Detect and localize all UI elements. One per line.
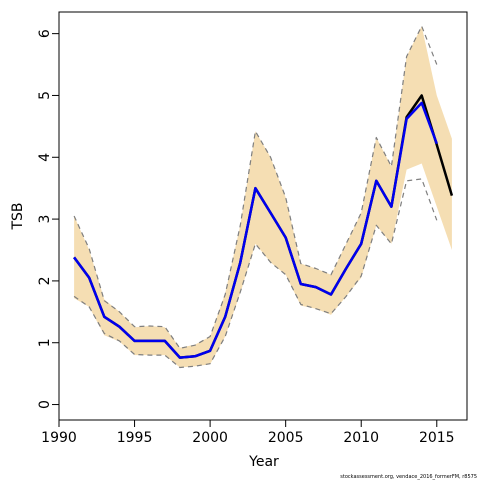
- x-axis-title: Year: [248, 454, 279, 470]
- x-tick-label-2010: 2010: [343, 430, 379, 446]
- y-tick-label-0: 0: [37, 400, 53, 409]
- x-tick-label-1995: 1995: [117, 430, 153, 446]
- y-tick-label-5: 5: [37, 91, 53, 100]
- confidence-band: [74, 26, 452, 368]
- y-tick-label-4: 4: [37, 153, 53, 162]
- x-tick-label-2005: 2005: [268, 430, 304, 446]
- y-tick-label-6: 6: [37, 29, 53, 38]
- series-line-3: [73, 101, 438, 359]
- plot-area: [73, 25, 454, 369]
- x-tick-label-1990: 1990: [41, 430, 77, 446]
- footnote: stockassessment.org, vendace_2016_former…: [340, 474, 477, 480]
- y-tick-label-3: 3: [37, 215, 53, 224]
- y-tick-label-1: 1: [37, 338, 53, 347]
- y-tick-label-2: 2: [37, 276, 53, 285]
- y-axis-title: TSB: [10, 202, 26, 230]
- x-tick-label-2015: 2015: [419, 430, 455, 446]
- series-line-2: [73, 178, 438, 369]
- series-line-1: [73, 25, 438, 349]
- x-tick-label-2000: 2000: [192, 430, 228, 446]
- axes: 1990 1995 2000 2005 2010 2015 0 1 2 3 4 5 6: [37, 29, 455, 446]
